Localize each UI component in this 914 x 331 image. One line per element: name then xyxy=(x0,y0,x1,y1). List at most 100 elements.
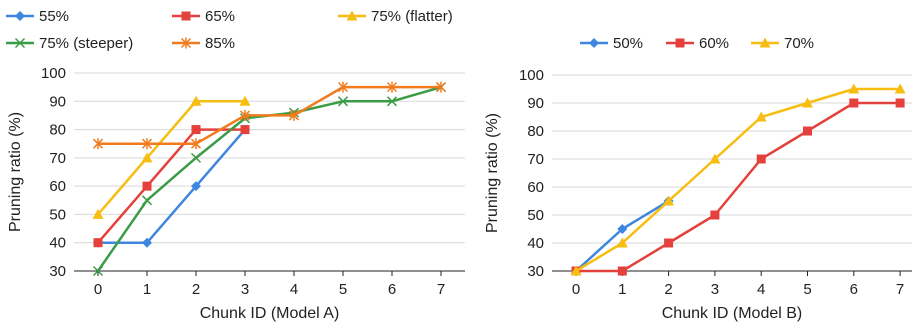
x-tick-label: 5 xyxy=(339,281,347,298)
data-point xyxy=(803,126,812,136)
x-tick-label: 4 xyxy=(290,281,298,298)
data-point xyxy=(802,97,813,108)
y-tick-label: 60 xyxy=(49,178,66,195)
y-tick-label: 30 xyxy=(49,263,66,280)
series-line xyxy=(575,87,901,273)
x-tick-label: 2 xyxy=(192,281,200,298)
y-tick-label: 80 xyxy=(527,123,544,140)
legend-label: 60% xyxy=(699,35,729,52)
x-tick-label: 2 xyxy=(664,281,672,298)
x-tick-label: 0 xyxy=(572,281,580,298)
marker-stroke xyxy=(14,37,26,49)
data-point xyxy=(190,138,202,150)
y-tick-label: 100 xyxy=(41,65,66,82)
y-tick-label: 90 xyxy=(49,93,66,110)
y-tick-label: 90 xyxy=(527,95,544,112)
legend-item: 75% (steeper) xyxy=(6,35,133,52)
y-tick-label: 60 xyxy=(527,179,544,196)
data-point xyxy=(709,153,721,164)
legend-item: 55% xyxy=(6,8,69,25)
series-75% (flatter) xyxy=(92,95,251,219)
data-point xyxy=(848,83,860,94)
data-point xyxy=(288,109,300,121)
legend-label: 75% (flatter) xyxy=(371,8,453,25)
series-85% xyxy=(92,81,447,150)
data-point xyxy=(435,81,447,93)
legend-item: 75% (flatter) xyxy=(338,8,453,25)
x-tick-label: 6 xyxy=(850,281,858,298)
data-point xyxy=(141,195,153,206)
legend-marker xyxy=(14,37,26,49)
data-point xyxy=(895,98,905,108)
legend-item: 70% xyxy=(751,35,814,52)
data-point xyxy=(92,265,104,277)
x-tick-label: 6 xyxy=(388,281,396,298)
data-point xyxy=(617,224,628,234)
legend-label: 75% (steeper) xyxy=(39,35,133,52)
data-point xyxy=(337,96,349,107)
chart-panel-a: 30 40 50 60 70 80 90 100 0 1 2 3 4 5 6 7 Chunk ID (Model… xyxy=(6,8,465,322)
series-line xyxy=(576,101,901,273)
legend-item: 60% xyxy=(666,35,729,52)
data-point xyxy=(894,83,906,94)
data-point xyxy=(240,125,250,135)
marker-stroke xyxy=(92,265,104,277)
legend-label: 85% xyxy=(205,35,235,52)
data-point xyxy=(617,266,627,276)
data-point xyxy=(386,81,398,93)
data-point xyxy=(190,95,202,106)
x-tick-label: 5 xyxy=(803,281,811,298)
data-point xyxy=(141,152,153,163)
y-tick-label: 70 xyxy=(527,151,544,168)
data-point xyxy=(239,95,251,106)
legend-label: 50% xyxy=(613,35,643,52)
legend-marker xyxy=(589,38,599,48)
data-point xyxy=(142,237,152,248)
legend-label: 65% xyxy=(205,8,235,25)
y-tick-label: 50 xyxy=(527,207,544,224)
legend-marker xyxy=(759,37,771,48)
x-tick-label: 0 xyxy=(94,281,102,298)
legend-marker xyxy=(15,11,25,21)
data-point xyxy=(239,109,251,121)
data-point xyxy=(849,98,859,108)
data-point xyxy=(755,111,767,122)
y-tick-label: 40 xyxy=(527,235,544,252)
x-tick-label: 7 xyxy=(437,281,445,298)
x-tick-label: 3 xyxy=(241,281,249,298)
legend-item: 50% xyxy=(580,35,643,52)
x-tick-label: 4 xyxy=(757,281,765,298)
legend-item: 85% xyxy=(172,35,235,52)
series-line xyxy=(97,100,245,216)
data-point xyxy=(663,195,675,206)
x-axis-title: Chunk ID (Model B) xyxy=(662,305,803,322)
data-point xyxy=(570,265,582,276)
data-point xyxy=(337,81,349,93)
y-axis-title: Pruning ratio (%) xyxy=(7,112,24,232)
data-point xyxy=(616,237,628,248)
data-point xyxy=(710,210,720,220)
data-point xyxy=(756,154,766,164)
legend-marker xyxy=(675,38,685,48)
data-point xyxy=(142,181,152,191)
y-tick-label: 50 xyxy=(49,206,66,223)
y-tick-label: 40 xyxy=(49,235,66,252)
y-tick-label: 100 xyxy=(519,67,544,84)
series-line xyxy=(98,85,441,145)
x-axis-title: Chunk ID (Model A) xyxy=(200,305,340,322)
y-tick-label: 30 xyxy=(527,263,544,280)
data-point xyxy=(664,238,674,248)
legend-item: 65% xyxy=(172,8,235,25)
legend-label: 55% xyxy=(39,8,69,25)
data-point xyxy=(92,138,104,150)
data-point xyxy=(93,238,103,248)
series-70% xyxy=(570,83,906,276)
x-tick-label: 3 xyxy=(711,281,719,298)
data-point xyxy=(191,181,201,192)
y-tick-label: 80 xyxy=(49,122,66,139)
legend-marker xyxy=(180,37,192,49)
marker-stroke xyxy=(190,152,202,163)
legend-marker xyxy=(181,11,191,21)
